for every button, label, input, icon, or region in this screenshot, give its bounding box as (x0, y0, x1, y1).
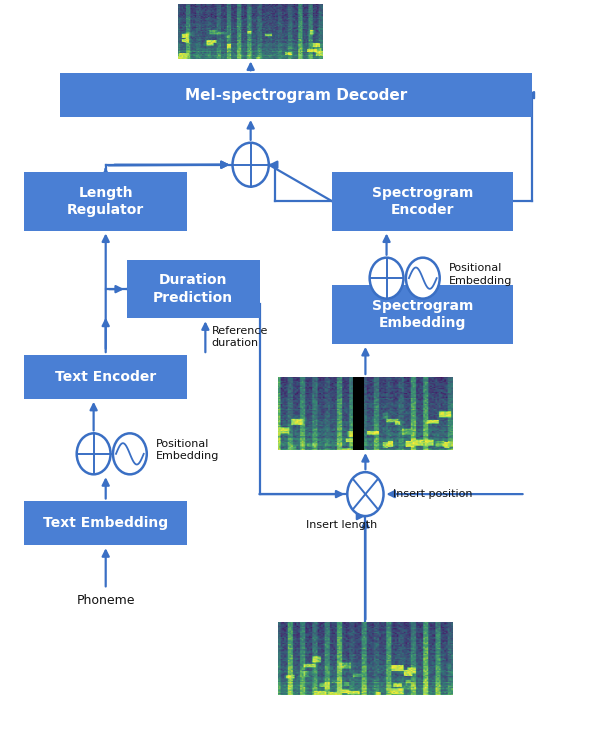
Text: Text Embedding: Text Embedding (43, 516, 169, 531)
Text: Duration
Prediction: Duration Prediction (153, 274, 233, 305)
Text: Spectrogram
Embedding: Spectrogram Embedding (372, 299, 474, 330)
Text: Text Encoder: Text Encoder (55, 370, 156, 384)
Circle shape (233, 143, 269, 187)
FancyBboxPatch shape (332, 285, 513, 344)
Circle shape (347, 472, 384, 516)
Circle shape (77, 433, 111, 474)
Text: Reference
duration: Reference duration (211, 326, 268, 348)
Text: Insert length: Insert length (306, 520, 377, 530)
Text: Mel-spectrogram Decoder: Mel-spectrogram Decoder (185, 88, 407, 102)
Text: Positional
Embedding: Positional Embedding (156, 439, 219, 461)
Text: Length
Regulator: Length Regulator (67, 186, 144, 217)
Text: Phoneme: Phoneme (77, 594, 135, 608)
FancyBboxPatch shape (24, 355, 187, 399)
Text: Positional
Embedding: Positional Embedding (449, 264, 512, 285)
FancyBboxPatch shape (127, 260, 260, 318)
Text: Spectrogram
Encoder: Spectrogram Encoder (372, 186, 474, 217)
Circle shape (113, 433, 147, 474)
FancyBboxPatch shape (24, 172, 187, 231)
Circle shape (370, 258, 403, 299)
FancyBboxPatch shape (332, 172, 513, 231)
FancyBboxPatch shape (24, 501, 187, 545)
FancyBboxPatch shape (60, 73, 532, 117)
Text: Insert position: Insert position (393, 489, 472, 499)
Circle shape (406, 258, 440, 299)
